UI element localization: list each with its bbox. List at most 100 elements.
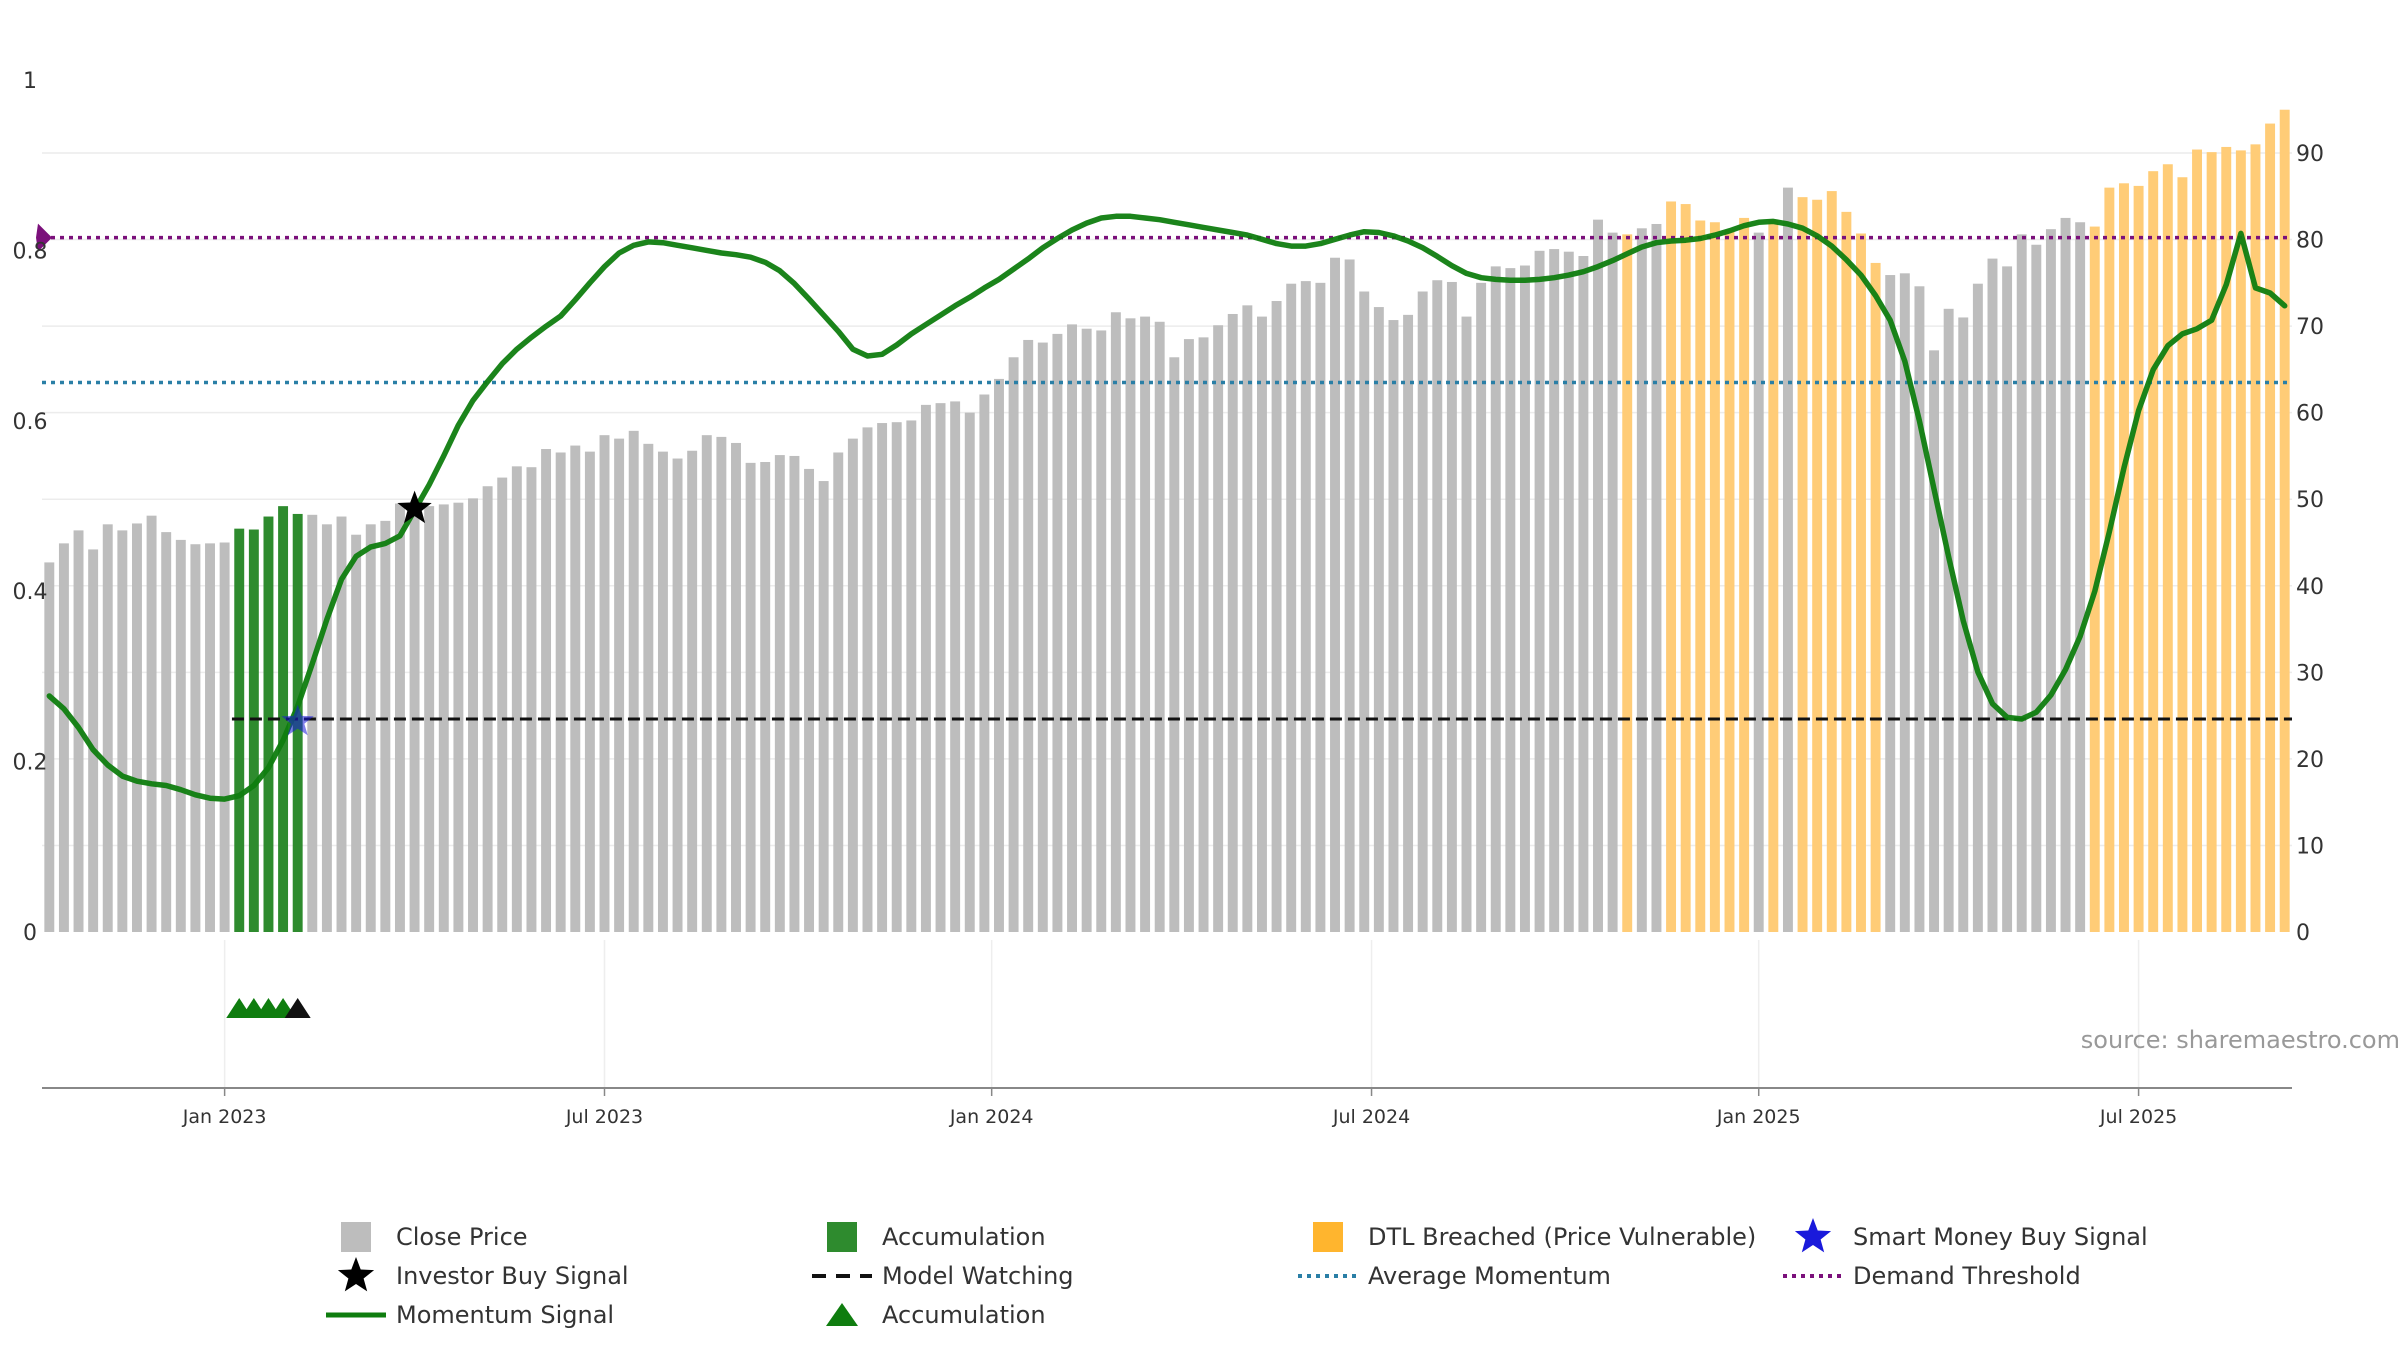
- dtl-breached-bar: [2133, 185, 2144, 932]
- close-price-bar: [570, 445, 581, 932]
- legend-label: Smart Money Buy Signal: [1853, 1223, 2148, 1251]
- close-price-bar: [1140, 316, 1151, 933]
- close-price-bar: [307, 514, 318, 932]
- close-price-bar: [1578, 256, 1589, 932]
- close-price-bar: [1373, 307, 1384, 933]
- close-price-bar: [935, 403, 946, 932]
- close-price-bar: [2075, 222, 2086, 932]
- y-right-tick-label: 10: [2296, 834, 2324, 859]
- close-price-bar: [2016, 234, 2027, 932]
- close-price-bar: [453, 502, 464, 932]
- close-price-bar: [1753, 232, 1764, 932]
- close-price-bar: [1607, 232, 1618, 932]
- accumulation-bar: [263, 516, 274, 932]
- y-left-tick-label: 0: [23, 921, 37, 946]
- demand-threshold-marker: [36, 223, 52, 252]
- close-price-bar: [117, 530, 128, 932]
- close-price-bar: [628, 430, 639, 932]
- close-price-bar: [1782, 187, 1793, 933]
- close-price-bar: [511, 466, 522, 932]
- close-price-bar: [1315, 282, 1326, 932]
- close-price-bar: [614, 438, 625, 932]
- close-price-bar: [891, 422, 902, 932]
- dtl-breached-bar: [2148, 171, 2159, 933]
- signal-markers: [226, 490, 432, 1018]
- close-price-bar: [1446, 281, 1457, 932]
- legend-label: Investor Buy Signal: [396, 1262, 629, 1290]
- dtl-breached-bar: [1812, 199, 1823, 933]
- close-price-bar: [906, 420, 917, 932]
- close-price-bar: [1067, 324, 1077, 932]
- close-price-bar: [1899, 273, 1910, 932]
- legend-star-icon: [1794, 1218, 1832, 1253]
- dtl-breached-bar: [1826, 191, 1837, 932]
- close-price-bar: [1563, 251, 1574, 932]
- close-price-bar: [774, 455, 785, 932]
- dtl-breached-bar: [1724, 230, 1735, 933]
- close-price-bar: [482, 486, 493, 932]
- close-price-bar: [2060, 217, 2071, 932]
- y-left-tick-label: 0.2: [13, 751, 48, 776]
- close-price-bar: [1461, 316, 1472, 933]
- dtl-breached-bar: [1739, 217, 1750, 932]
- close-price-bar: [1549, 249, 1560, 932]
- close-price-bar: [365, 524, 376, 932]
- close-price-bar: [1344, 259, 1355, 932]
- x-tick-label: Jan 2024: [949, 1106, 1034, 1128]
- close-price-bar: [1490, 266, 1501, 932]
- dtl-breached-bar: [2279, 109, 2290, 932]
- dtl-breached-bar: [1709, 222, 1720, 932]
- y-left-tick-label: 0.8: [13, 239, 48, 264]
- dtl-breached-bar: [1841, 211, 1852, 932]
- close-price-bar: [1227, 313, 1238, 932]
- dtl-breached-bar: [1856, 233, 1866, 932]
- close-price-bar: [336, 516, 347, 932]
- close-price-bar: [1125, 318, 1136, 932]
- y-right-tick-label: 20: [2296, 748, 2324, 773]
- dtl-breached-bar: [1797, 197, 1808, 933]
- dtl-breached-bar: [2119, 183, 2129, 933]
- legend-item: Demand Threshold: [1783, 1262, 2081, 1290]
- close-price-bar: [862, 427, 873, 932]
- legend-item: Accumulation: [827, 1222, 1046, 1252]
- close-price-bar: [1388, 320, 1399, 932]
- close-price-bar: [1330, 257, 1340, 933]
- close-price-bar: [1943, 308, 1954, 932]
- close-price-bar: [380, 520, 391, 932]
- close-price-bar: [161, 532, 172, 932]
- y-left-tick-label: 0.6: [13, 410, 48, 435]
- close-price-bar: [847, 438, 858, 932]
- close-price-bar: [205, 543, 215, 932]
- close-price-bar: [1081, 328, 1092, 932]
- close-price-bar: [584, 451, 595, 932]
- dtl-breached-bar: [2177, 177, 2188, 933]
- y-right-tick-label: 80: [2296, 229, 2324, 254]
- dtl-breached-bar: [1622, 234, 1633, 932]
- legend-item: Investor Buy Signal: [337, 1257, 629, 1292]
- close-price-bar: [657, 451, 668, 932]
- legend-item: Accumulation: [826, 1301, 1046, 1329]
- close-price-bar: [716, 436, 727, 932]
- close-price-bar: [1417, 291, 1428, 932]
- close-price-bar: [146, 515, 157, 932]
- close-price-bar: [102, 524, 113, 932]
- dtl-breached-bar: [2265, 123, 2276, 933]
- close-price-bar: [175, 539, 186, 932]
- close-price-bar: [497, 477, 508, 932]
- close-price-bar: [1534, 250, 1545, 932]
- momentum-signal-line: [46, 213, 2288, 802]
- y-right-tick-label: 90: [2296, 142, 2324, 167]
- close-price-bar: [409, 512, 420, 932]
- legend-item: DTL Breached (Price Vulnerable): [1313, 1222, 1756, 1252]
- close-price-bar: [1885, 275, 1896, 932]
- x-tick-label: Jul 2023: [565, 1106, 643, 1128]
- x-tick-label: Jan 2025: [1716, 1106, 1801, 1128]
- legend-item: Close Price: [341, 1222, 528, 1252]
- legend-label: Accumulation: [882, 1223, 1046, 1251]
- close-price-bar: [1403, 314, 1414, 932]
- close-price-bar: [1198, 337, 1209, 932]
- legend-swatch: [341, 1222, 371, 1252]
- legend: Close Price Accumulation DTL Breached (Pri…: [326, 1218, 2148, 1329]
- close-price-bar: [745, 462, 756, 932]
